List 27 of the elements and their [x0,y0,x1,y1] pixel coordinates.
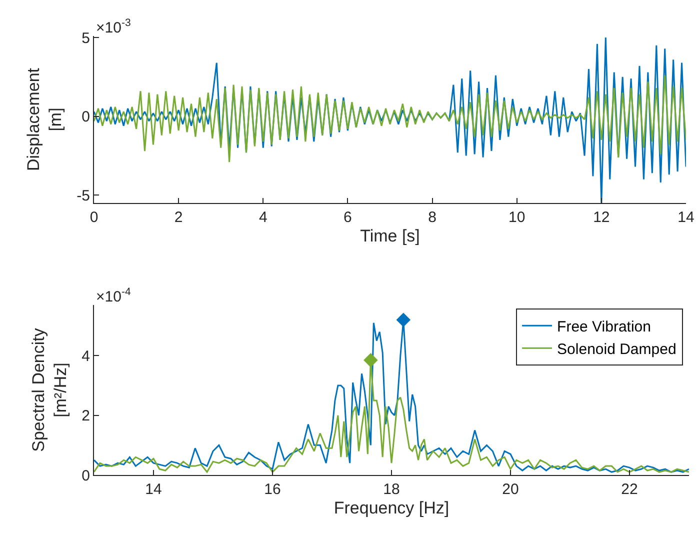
x-tick-label: 16 [264,481,281,498]
x-tick-label: 14 [145,481,162,498]
y-axis-title: Spectral Dencity [m²/Hz] [29,328,70,452]
x-axis-title: Time [s] [360,226,420,246]
x-tick-label: 4 [258,209,268,226]
x-tick-label: 18 [383,481,400,498]
x-tick-label: 22 [621,481,638,498]
x-axis-title: Frequency [Hz] [334,498,450,518]
annotation: ×10$^{-3}$ [96,17,131,36]
y-tick-label: 0 [82,467,90,484]
legend-label: Solenoid Damped [557,341,676,358]
x-tick-label: 8 [428,209,436,226]
x-tick-label: 12 [593,209,610,226]
x-tick-label: 6 [344,209,352,226]
legend-label: Free Vibration [557,318,652,336]
x-tick-label: 10 [508,209,526,226]
y-tick-label: 2 [82,408,90,425]
y-axis-title: Displacement [m] [24,68,66,171]
annotation: ×10$^{-4}$ [96,286,131,306]
y-tick-label: -5 [76,187,90,204]
x-tick-label: 2 [174,209,183,226]
y-tick-label: 5 [82,30,90,47]
x-tick-label: 20 [502,481,519,498]
y-tick-label: 0 [82,108,90,126]
x-tick-label: 14 [678,209,694,226]
line-series [94,74,686,163]
y-tick-label: 4 [82,348,90,365]
